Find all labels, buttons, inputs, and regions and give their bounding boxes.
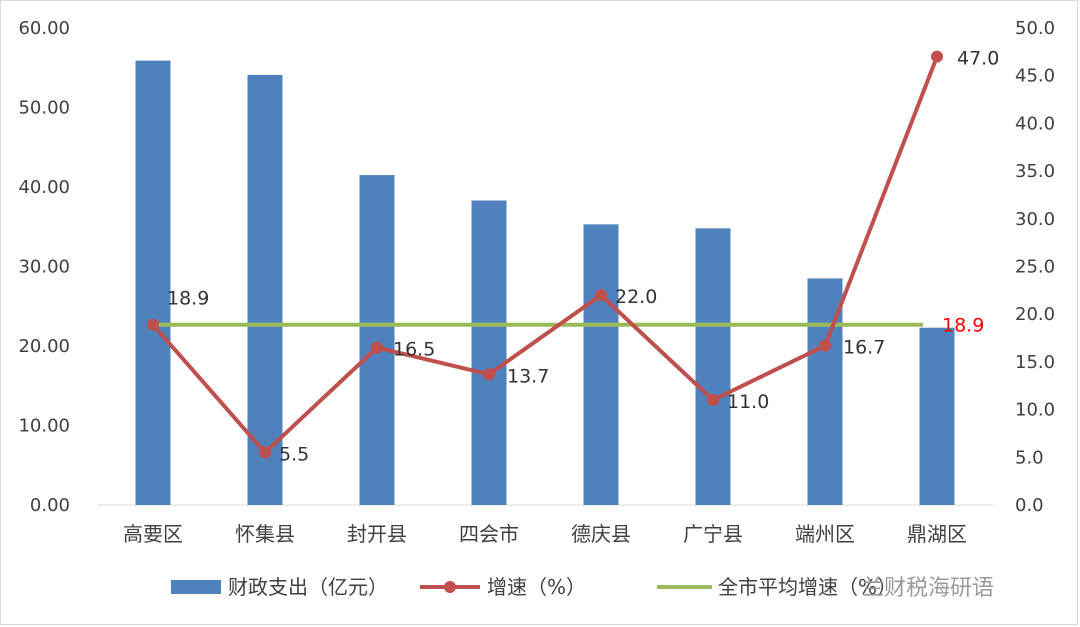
x-category-label: 封开县 bbox=[347, 522, 407, 546]
x-category-label: 高要区 bbox=[123, 522, 183, 546]
average-growth-label: 18.9 bbox=[942, 315, 984, 337]
bar-expenditure bbox=[359, 175, 395, 505]
legend-label-average: 全市平均增速（%） bbox=[718, 575, 897, 599]
y-left-tick-label: 20.00 bbox=[18, 336, 70, 357]
y-left-tick-label: 50.00 bbox=[18, 98, 70, 119]
bar-expenditure bbox=[583, 224, 619, 506]
y-right-tick-label: 30.0 bbox=[1015, 209, 1055, 230]
bar-expenditure bbox=[695, 228, 731, 505]
growth-line bbox=[151, 55, 939, 455]
x-category-label: 广宁县 bbox=[683, 522, 743, 546]
growth-data-label: 22.0 bbox=[615, 286, 657, 308]
y-right-tick-label: 20.0 bbox=[1015, 304, 1055, 325]
y-right-tick-label: 10.0 bbox=[1015, 400, 1055, 421]
x-category-label: 鼎湖区 bbox=[907, 522, 967, 546]
growth-data-label: 16.5 bbox=[393, 339, 435, 361]
y-right-tick-label: 0.0 bbox=[1015, 495, 1044, 516]
growth-point bbox=[707, 394, 719, 407]
y-right-tick-label: 35.0 bbox=[1015, 161, 1055, 182]
growth-data-label: 5.5 bbox=[279, 444, 309, 466]
legend-swatch-expenditure bbox=[171, 580, 221, 594]
legend-label-growth: 增速（%） bbox=[487, 575, 586, 599]
legend-marker-growth bbox=[444, 581, 456, 593]
x-category-label: 德庆县 bbox=[571, 522, 631, 546]
growth-point bbox=[483, 368, 495, 381]
bar-expenditure bbox=[471, 200, 507, 505]
y-left-tick-label: 40.00 bbox=[18, 177, 70, 198]
x-category-label: 怀集县 bbox=[235, 522, 295, 546]
growth-data-label: 11.0 bbox=[727, 391, 769, 413]
y-right-tick-label: 45.0 bbox=[1015, 66, 1055, 87]
growth-point bbox=[819, 339, 831, 352]
y-left-tick-label: 60.00 bbox=[18, 18, 70, 39]
y-right-tick-label: 15.0 bbox=[1015, 352, 1055, 373]
y-left-tick-label: 10.00 bbox=[18, 416, 70, 437]
y-right-tick-label: 50.0 bbox=[1015, 18, 1055, 39]
growth-data-label: 18.9 bbox=[167, 288, 209, 310]
growth-data-label: 13.7 bbox=[507, 365, 549, 387]
growth-data-label: 47.0 bbox=[957, 48, 999, 70]
y-right-tick-label: 25.0 bbox=[1015, 257, 1055, 278]
y-left-tick-label: 30.00 bbox=[18, 257, 70, 278]
growth-data-label: 16.7 bbox=[843, 337, 885, 359]
legend-label-expenditure: 财政支出（亿元） bbox=[228, 575, 388, 599]
bar-expenditure bbox=[919, 327, 955, 505]
growth-point bbox=[595, 289, 607, 302]
growth-point bbox=[147, 318, 159, 331]
growth-point bbox=[931, 50, 943, 63]
y-left-tick-label: 0.00 bbox=[30, 495, 70, 516]
y-right-tick-label: 40.0 bbox=[1015, 113, 1055, 134]
y-right-tick-label: 5.0 bbox=[1015, 447, 1044, 468]
growth-point bbox=[371, 341, 383, 354]
growth-point bbox=[259, 446, 271, 459]
x-category-label: 端州区 bbox=[795, 522, 855, 546]
watermark-text: 兰财税海研语 bbox=[862, 576, 994, 601]
bar-expenditure bbox=[135, 60, 171, 505]
x-category-label: 四会市 bbox=[459, 522, 519, 546]
bar-expenditure bbox=[247, 74, 283, 505]
